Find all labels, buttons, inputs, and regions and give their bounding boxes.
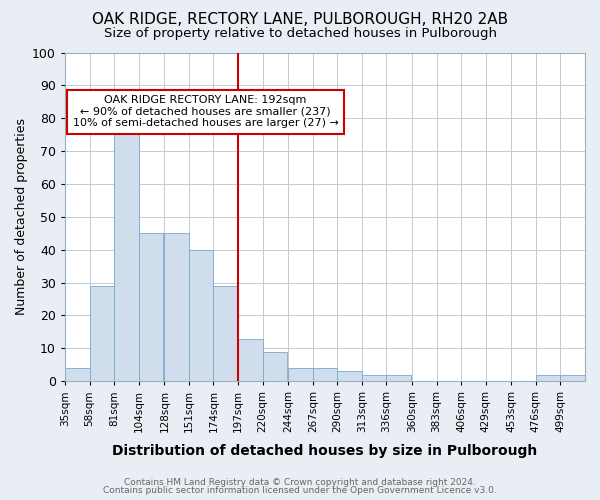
Bar xyxy=(189,250,214,381)
Text: Size of property relative to detached houses in Pulborough: Size of property relative to detached ho… xyxy=(104,28,497,40)
X-axis label: Distribution of detached houses by size in Pulborough: Distribution of detached houses by size … xyxy=(112,444,538,458)
Bar xyxy=(114,122,139,381)
Bar xyxy=(560,374,585,381)
Text: OAK RIDGE RECTORY LANE: 192sqm
← 90% of detached houses are smaller (237)
10% of: OAK RIDGE RECTORY LANE: 192sqm ← 90% of … xyxy=(73,95,338,128)
Text: Contains HM Land Registry data © Crown copyright and database right 2024.: Contains HM Land Registry data © Crown c… xyxy=(124,478,476,487)
Y-axis label: Number of detached properties: Number of detached properties xyxy=(15,118,28,316)
Bar xyxy=(386,374,411,381)
Bar xyxy=(139,234,163,381)
Bar xyxy=(263,352,287,381)
Bar xyxy=(164,234,189,381)
Bar xyxy=(337,372,362,381)
Text: OAK RIDGE, RECTORY LANE, PULBOROUGH, RH20 2AB: OAK RIDGE, RECTORY LANE, PULBOROUGH, RH2… xyxy=(92,12,508,28)
Bar xyxy=(536,374,560,381)
Bar xyxy=(238,338,263,381)
Bar xyxy=(313,368,337,381)
Bar xyxy=(214,286,238,381)
Bar xyxy=(362,374,386,381)
Text: Contains public sector information licensed under the Open Government Licence v3: Contains public sector information licen… xyxy=(103,486,497,495)
Bar xyxy=(65,368,89,381)
Bar xyxy=(89,286,114,381)
Bar xyxy=(288,368,313,381)
